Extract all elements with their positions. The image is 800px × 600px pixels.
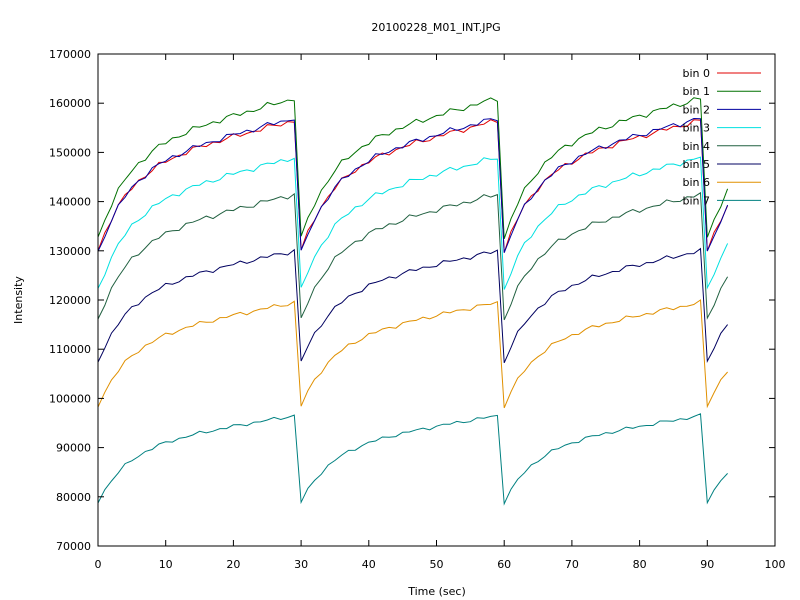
x-tick-label: 70 bbox=[565, 558, 579, 571]
x-axis-label: Time (sec) bbox=[407, 585, 466, 598]
series-line-bin-1 bbox=[97, 97, 729, 240]
x-tick-label: 50 bbox=[430, 558, 444, 571]
y-tick-label: 170000 bbox=[49, 48, 91, 61]
legend-label: bin 3 bbox=[682, 122, 710, 135]
legend-label: bin 2 bbox=[682, 103, 710, 116]
x-tick-label: 30 bbox=[294, 558, 308, 571]
series-line-bin-6 bbox=[97, 299, 728, 409]
y-tick-label: 90000 bbox=[56, 442, 91, 455]
y-tick-label: 110000 bbox=[49, 343, 91, 356]
axis-ticks: 0 10 20 30 40 50 60 70 80 90 100 70000 80000 90000 100… bbox=[49, 48, 786, 571]
y-tick-label: 100000 bbox=[49, 392, 91, 405]
x-tick-label: 90 bbox=[700, 558, 714, 571]
y-tick-label: 120000 bbox=[49, 294, 91, 307]
y-tick-label: 140000 bbox=[49, 196, 91, 209]
chart-title: 20100228_M01_INT.JPG bbox=[371, 21, 500, 34]
x-tick-label: 20 bbox=[226, 558, 240, 571]
series-line-bin-5 bbox=[97, 247, 728, 364]
x-tick-label: 80 bbox=[633, 558, 647, 571]
legend-label: bin 1 bbox=[682, 85, 710, 98]
plot-area bbox=[97, 97, 729, 506]
series-line-bin-0 bbox=[97, 119, 729, 253]
series-line-bin-4 bbox=[97, 191, 729, 321]
x-tick-label: 40 bbox=[362, 558, 376, 571]
legend-label: bin 0 bbox=[682, 67, 710, 80]
y-tick-label: 70000 bbox=[56, 540, 91, 553]
legend: bin 0 bin 1 bin 2 bin 3 bin 4 bin 5 bin 6 bin 7 bbox=[682, 67, 761, 207]
x-tick-label: 10 bbox=[159, 558, 173, 571]
legend-label: bin 4 bbox=[682, 140, 710, 153]
x-tick-label: 0 bbox=[95, 558, 102, 571]
legend-label: bin 5 bbox=[682, 158, 710, 171]
x-tick-label: 100 bbox=[765, 558, 786, 571]
x-tick-label: 60 bbox=[497, 558, 511, 571]
legend-label: bin 7 bbox=[682, 194, 710, 207]
legend-label: bin 6 bbox=[682, 176, 710, 189]
y-axis-label: Intensity bbox=[12, 276, 25, 324]
series-line-bin-7 bbox=[97, 413, 728, 506]
series-line-bin-3 bbox=[97, 156, 729, 290]
y-tick-label: 80000 bbox=[56, 491, 91, 504]
y-tick-label: 150000 bbox=[49, 146, 91, 159]
series-line-bin-2 bbox=[97, 117, 729, 253]
y-tick-label: 160000 bbox=[49, 97, 91, 110]
y-tick-label: 130000 bbox=[49, 245, 91, 258]
